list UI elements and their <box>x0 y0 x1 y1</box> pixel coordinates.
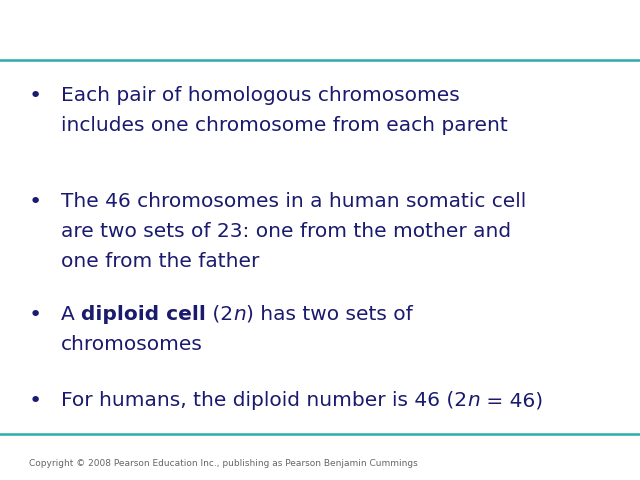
Text: ) has two sets of: ) has two sets of <box>246 305 412 324</box>
Text: one from the father: one from the father <box>61 252 259 271</box>
Text: n: n <box>467 391 479 410</box>
Text: chromosomes: chromosomes <box>61 335 203 354</box>
Text: For humans, the diploid number is 46 (2: For humans, the diploid number is 46 (2 <box>61 391 467 410</box>
Text: = 46): = 46) <box>479 391 543 410</box>
Text: •: • <box>29 305 42 325</box>
Text: are two sets of 23: one from the mother and: are two sets of 23: one from the mother … <box>61 222 511 241</box>
Text: (2: (2 <box>206 305 233 324</box>
Text: Copyright © 2008 Pearson Education Inc., publishing as Pearson Benjamin Cummings: Copyright © 2008 Pearson Education Inc.,… <box>29 459 417 468</box>
Text: n: n <box>233 305 246 324</box>
Text: Each pair of homologous chromosomes: Each pair of homologous chromosomes <box>61 86 460 106</box>
Text: A: A <box>61 305 81 324</box>
Text: includes one chromosome from each parent: includes one chromosome from each parent <box>61 116 508 135</box>
Text: •: • <box>29 391 42 411</box>
Text: •: • <box>29 192 42 212</box>
Text: •: • <box>29 86 42 107</box>
Text: diploid cell: diploid cell <box>81 305 206 324</box>
Text: The 46 chromosomes in a human somatic cell: The 46 chromosomes in a human somatic ce… <box>61 192 526 211</box>
